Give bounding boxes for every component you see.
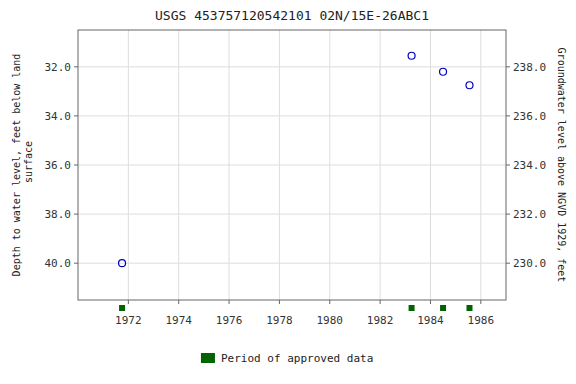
grid-line-y xyxy=(78,263,506,264)
period-marker xyxy=(466,305,472,311)
period-marker xyxy=(119,305,125,311)
tick-label-x: 1978 xyxy=(266,314,293,327)
period-markers xyxy=(119,305,472,311)
tick-y2 xyxy=(506,66,510,67)
tick-y2 xyxy=(506,165,510,166)
tick-y xyxy=(74,263,78,264)
tick-x xyxy=(380,300,381,304)
y2-axis-label: Groundwater level above NGVD 1929, feet xyxy=(556,48,567,283)
tick-x xyxy=(430,300,431,304)
grid-line-y xyxy=(78,165,506,166)
tick-x xyxy=(480,300,481,304)
tick-label-x: 1974 xyxy=(165,314,192,327)
tick-y2 xyxy=(506,214,510,215)
grid-line-y xyxy=(78,115,506,116)
point xyxy=(408,52,415,59)
point xyxy=(440,68,447,75)
tick-label-y: 38.0 xyxy=(45,208,72,221)
point xyxy=(119,260,126,267)
tick-x xyxy=(279,300,280,304)
y-axis-label-line: surface xyxy=(23,141,34,189)
plot-marks xyxy=(119,52,473,266)
tick-label-x: 1984 xyxy=(417,314,444,327)
tick-y xyxy=(74,165,78,166)
tick-label-x: 1976 xyxy=(216,314,243,327)
grid xyxy=(78,30,506,300)
period-marker xyxy=(440,305,446,311)
tick-y xyxy=(74,66,78,67)
legend-label: Period of approved data xyxy=(221,352,373,365)
axes: 1972 1974 1976 1978 1980 1982 1984 1986 32.0 34.0… xyxy=(45,61,547,327)
title: USGS 453757120542101 02N/15E-26ABC1 xyxy=(155,8,429,23)
tick-label-x: 1986 xyxy=(468,314,495,327)
tick-label-y: 40.0 xyxy=(45,257,72,270)
tick-label-y: 36.0 xyxy=(45,159,72,172)
tick-label-y: 32.0 xyxy=(45,61,72,74)
frame xyxy=(78,30,506,300)
tick-x xyxy=(178,300,179,304)
y-axis-label-line: Depth to water level, feet below land xyxy=(11,54,22,277)
tick-label-x: 1982 xyxy=(367,314,394,327)
tick-x xyxy=(128,300,129,304)
tick-label-x: 1980 xyxy=(317,314,344,327)
y-axis-label: Depth to water level, feet below land su… xyxy=(11,54,34,277)
tick-x xyxy=(329,300,330,304)
legend-swatch xyxy=(201,353,215,363)
tick-label-y2: 238.0 xyxy=(513,61,546,74)
tick-y xyxy=(74,214,78,215)
tick-y xyxy=(74,115,78,116)
plot-area xyxy=(78,30,506,300)
tick-y2 xyxy=(506,263,510,264)
grid-line-y xyxy=(78,66,506,67)
tick-label-y2: 234.0 xyxy=(513,159,546,172)
tick-label-y2: 236.0 xyxy=(513,110,546,123)
grid-line-y xyxy=(78,214,506,215)
tick-x xyxy=(229,300,230,304)
chart: 1972 1974 1976 1978 1980 1982 1984 1986 32.0 34.0… xyxy=(0,0,576,384)
period-marker xyxy=(409,305,415,311)
tick-label-y2: 230.0 xyxy=(513,257,546,270)
tick-y2 xyxy=(506,115,510,116)
tick-label-y2: 232.0 xyxy=(513,208,546,221)
tick-label-y: 34.0 xyxy=(45,110,72,123)
point xyxy=(466,82,473,89)
tick-label-x: 1972 xyxy=(115,314,142,327)
legend: Period of approved data xyxy=(201,352,373,365)
